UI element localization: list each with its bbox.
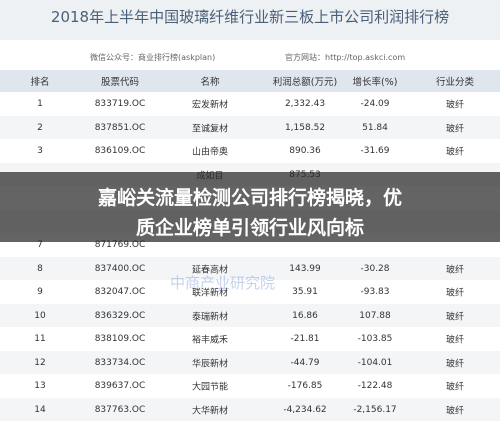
cell: 12 [34, 357, 46, 368]
column-header: 股票代码 [100, 77, 140, 88]
cell: 7 [37, 240, 43, 250]
cell: 833734.OC [94, 357, 146, 368]
website: 官方网站：http://top.askci.com [285, 53, 406, 62]
cell: 871769.OC [94, 240, 146, 250]
banner [0, 172, 500, 242]
cell: 华辰新材 [191, 359, 229, 369]
cell: -21.81 [290, 334, 320, 344]
cell: 837763.OC [94, 404, 146, 415]
cell: -44.79 [290, 357, 320, 368]
cell: 836329.OC [94, 310, 146, 321]
cell: 裕丰威禾 [191, 335, 229, 346]
cell: 890.36 [289, 146, 321, 156]
cell: 玻纤 [445, 382, 465, 393]
column-header: 行业分类 [435, 77, 475, 88]
cell: -103.85 [357, 334, 393, 344]
cell: -122.48 [357, 381, 393, 391]
cell: -2,156.17 [353, 404, 397, 415]
wechat: 微信公众号：商业排行榜(askplan) [90, 53, 216, 62]
cell: 1,158.52 [284, 122, 326, 133]
cell: 大园节能 [191, 382, 229, 393]
cell: 13 [34, 381, 46, 391]
cell: 泰瑞新材 [191, 312, 229, 322]
cell: 2,332.43 [284, 99, 326, 109]
cell: 837400.OC [94, 263, 146, 274]
column-header: 名称 [200, 77, 220, 88]
title-band [0, 0, 500, 40]
title: 2018年上半年中国玻璃纤维行业新三板上市公司利润排行榜 [50, 8, 450, 26]
cell: 107.88 [359, 310, 391, 321]
cell: 玻纤 [445, 312, 465, 322]
watermark: 中商产业研究院 [170, 274, 276, 292]
row-stripe [0, 303, 500, 328]
row-stripe [0, 115, 500, 140]
row-stripe [0, 397, 500, 422]
cell: -4,234.62 [283, 404, 327, 415]
cell: 联洋新材 [191, 288, 229, 299]
cell: 玻纤 [445, 335, 465, 346]
cell: 延春高材 [191, 265, 229, 275]
cell: 玻纤 [445, 406, 465, 416]
column-header-band [0, 70, 500, 92]
banner-line: 嘉峪关流量检测公司排行榜揭晓，优 [97, 187, 402, 209]
cell: -104.01 [357, 357, 393, 368]
cell: -176.85 [287, 381, 323, 391]
cell: 143.99 [289, 263, 321, 274]
cell: -30.28 [360, 263, 390, 274]
cell: 10 [34, 310, 46, 321]
cell: 8 [37, 263, 43, 274]
cell: 837851.OC [94, 122, 146, 133]
cell: -24.09 [360, 99, 390, 109]
cell: 玻纤 [445, 100, 465, 111]
cell: 玻纤 [445, 288, 465, 299]
column-header: 排名 [30, 77, 50, 88]
cell: 玻纤 [445, 359, 465, 369]
cell: 2 [37, 122, 43, 133]
cell: 至诚复材 [191, 124, 229, 134]
cell: 35.91 [292, 287, 318, 297]
cell: 832047.OC [94, 287, 146, 297]
cell: 833719.OC [94, 99, 146, 109]
cell: 玻纤 [445, 124, 465, 134]
cell: 3 [37, 146, 43, 156]
row-stripe [0, 350, 500, 375]
cell: 大华新材 [191, 406, 229, 416]
cell: 839637.OC [94, 381, 146, 391]
cell: 玻纤 [445, 147, 465, 158]
cell: 玻纤 [445, 265, 465, 275]
cell: 山由帝奥 [191, 147, 229, 158]
cell: -93.83 [360, 287, 390, 297]
cell: 838109.OC [94, 334, 146, 344]
column-header: 利润总额(万元) [272, 77, 338, 88]
cell: 11 [34, 334, 46, 344]
column-header: 增长率(%) [352, 77, 398, 88]
row-stripe [0, 256, 500, 281]
cell: 51.84 [362, 122, 388, 133]
cell: 1 [37, 99, 43, 109]
cell: 836109.OC [94, 146, 146, 156]
banner-line: 质企业榜单引领行业风向标 [135, 217, 364, 239]
cell: 宏发新材 [191, 100, 229, 111]
cell: 16.86 [292, 310, 318, 321]
cell: 14 [34, 404, 46, 415]
cell: -31.69 [360, 146, 390, 156]
cell: 9 [37, 287, 43, 297]
